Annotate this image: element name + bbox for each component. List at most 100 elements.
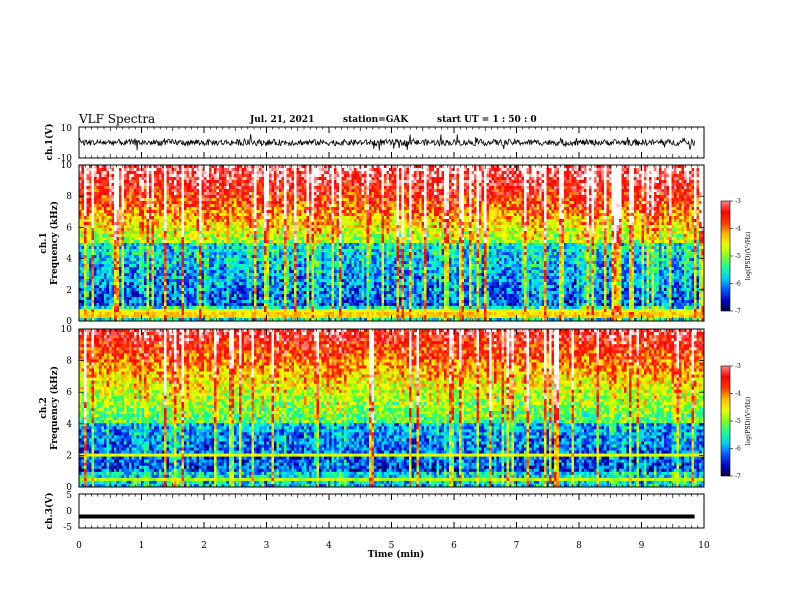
spectrogram-cell	[269, 231, 272, 234]
spectrogram-cell	[279, 315, 282, 318]
spectrogram-cell	[309, 219, 312, 222]
spectrogram-cell	[179, 315, 182, 318]
spectrogram-cell	[127, 270, 130, 273]
spectrogram-cell	[292, 174, 295, 177]
spectrogram-cell	[187, 216, 190, 219]
spectrogram-cell	[287, 222, 290, 225]
spectrogram-cell	[197, 228, 200, 231]
spectrogram-cell	[212, 315, 215, 318]
spectrogram-cell	[272, 201, 275, 204]
spectrogram-cell	[112, 243, 115, 246]
spectrogram-cell	[257, 186, 260, 189]
spectrogram-cell	[149, 315, 152, 318]
spectrogram-cell	[102, 234, 105, 237]
spectrogram-cell	[259, 198, 262, 201]
spectrogram-cell	[119, 213, 122, 216]
spectrogram-cell	[212, 285, 215, 288]
spectrogram-cell	[199, 243, 202, 246]
spectrogram-cell	[119, 255, 122, 258]
spectrogram-cell	[174, 171, 177, 174]
spectrogram-cell	[104, 285, 107, 288]
spectrogram-cell	[254, 240, 257, 243]
spectrogram-cell	[252, 243, 255, 246]
spectrogram-cell	[254, 252, 257, 255]
spectrogram-cell	[227, 264, 230, 267]
spectrogram-cell	[189, 246, 192, 249]
spectrogram-cell	[212, 252, 215, 255]
spectrogram-cell	[119, 288, 122, 291]
spectrogram-cell	[302, 216, 305, 219]
spectrogram-cell	[304, 309, 307, 312]
spectrogram-cell	[199, 279, 202, 282]
spectrogram-cell	[217, 207, 220, 210]
spectrogram-cell	[177, 294, 180, 297]
spectrogram-cell	[277, 219, 280, 222]
spectrogram-cell	[197, 312, 200, 315]
spectrogram-cell	[182, 168, 185, 171]
spectrogram-cell	[289, 312, 292, 315]
spectrogram-cell	[309, 210, 312, 213]
spectrogram-cell	[182, 303, 185, 306]
spectrogram-cell	[174, 297, 177, 300]
spectrogram-cell	[267, 294, 270, 297]
spectrogram-cell	[127, 225, 130, 228]
spectrogram-cell	[107, 273, 110, 276]
spectrogram-cell	[287, 207, 290, 210]
spectrogram-cell	[247, 201, 250, 204]
spectrogram-cell	[222, 294, 225, 297]
spectrogram-cell	[274, 306, 277, 309]
spectrogram-cell	[272, 207, 275, 210]
spectrogram-cell	[132, 306, 135, 309]
spectrogram-cell	[84, 201, 87, 204]
spectrogram-cell	[234, 285, 237, 288]
spectrogram-cell	[157, 171, 160, 174]
spectrogram-cell	[212, 204, 215, 207]
spectrogram-cell	[284, 219, 287, 222]
spectrogram-cell	[144, 234, 147, 237]
spectrogram-cell	[229, 183, 232, 186]
spectrogram-cell	[257, 192, 260, 195]
spectrogram-cell	[127, 267, 130, 270]
spectrogram-cell	[184, 300, 187, 303]
spectrogram-cell	[144, 168, 147, 171]
spectrogram-cell	[254, 249, 257, 252]
spectrogram-cell	[249, 168, 252, 171]
spectrogram-cell	[167, 213, 170, 216]
spectrogram-cell	[112, 261, 115, 264]
spectrogram-cell	[202, 186, 205, 189]
spectrogram-cell	[189, 180, 192, 183]
spectrogram-cell	[264, 288, 267, 291]
spectrogram-cell	[259, 171, 262, 174]
spectrogram-cell	[164, 297, 167, 300]
spectrogram-cell	[282, 258, 285, 261]
spectrogram-cell	[299, 303, 302, 306]
spectrogram-cell	[172, 198, 175, 201]
spectrogram-cell	[164, 234, 167, 237]
spectrogram-cell	[187, 297, 190, 300]
spectrogram-cell	[147, 270, 150, 273]
spectrogram-cell	[257, 258, 260, 261]
spectrogram-cell	[299, 300, 302, 303]
spectrogram-cell	[119, 222, 122, 225]
spectrogram-cell	[272, 234, 275, 237]
spectrogram-cell	[92, 282, 95, 285]
spectrogram-cell	[284, 252, 287, 255]
spectrogram-cell	[274, 276, 277, 279]
spectrogram-cell	[222, 210, 225, 213]
spectrogram-cell	[142, 312, 145, 315]
spectrogram-cell	[297, 249, 300, 252]
spectrogram-cell	[242, 312, 245, 315]
spectrogram-cell	[152, 216, 155, 219]
spectrogram-cell	[107, 180, 110, 183]
spectrogram-cell	[102, 312, 105, 315]
spectrogram-cell	[287, 231, 290, 234]
spectrogram-cell	[174, 267, 177, 270]
spectrogram-cell	[164, 246, 167, 249]
spectrogram-cell	[269, 297, 272, 300]
spectrogram-cell	[124, 177, 127, 180]
spectrogram-cell	[267, 216, 270, 219]
spectrogram-cell	[224, 219, 227, 222]
spectrogram-cell	[192, 264, 195, 267]
spectrogram-cell	[159, 303, 162, 306]
spectrogram-cell	[104, 264, 107, 267]
